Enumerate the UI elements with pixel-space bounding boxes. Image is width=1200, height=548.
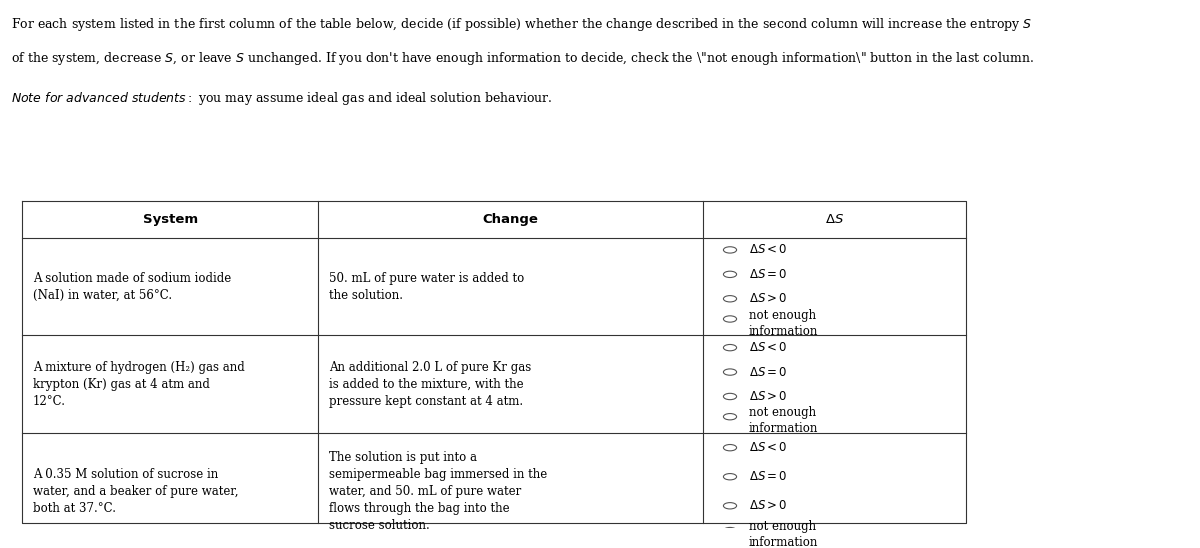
- Text: not enough
information: not enough information: [749, 309, 818, 338]
- Text: water, and a beaker of pure water,: water, and a beaker of pure water,: [32, 485, 239, 498]
- Text: $\Delta S > 0$: $\Delta S > 0$: [749, 292, 787, 305]
- Text: of the system, decrease $S$, or leave $S$ unchanged. If you don't have enough in: of the system, decrease $S$, or leave $S…: [11, 50, 1034, 67]
- Text: (NaI) in water, at 56°C.: (NaI) in water, at 56°C.: [32, 288, 172, 301]
- Text: $\Delta S = 0$: $\Delta S = 0$: [749, 366, 787, 379]
- Text: $\Delta S > 0$: $\Delta S > 0$: [749, 499, 787, 512]
- Text: $\Delta S < 0$: $\Delta S < 0$: [749, 243, 787, 256]
- Text: $\Delta S > 0$: $\Delta S > 0$: [749, 390, 787, 403]
- Text: System: System: [143, 213, 198, 226]
- Text: $\Delta S < 0$: $\Delta S < 0$: [749, 441, 787, 454]
- Text: is added to the mixture, with the: is added to the mixture, with the: [329, 378, 524, 391]
- Text: the solution.: the solution.: [329, 288, 403, 301]
- Text: $\Delta S = 0$: $\Delta S = 0$: [749, 470, 787, 483]
- Text: $\Delta S = 0$: $\Delta S = 0$: [749, 268, 787, 281]
- Text: An additional 2.0 L of pure Kr gas: An additional 2.0 L of pure Kr gas: [329, 361, 532, 374]
- Text: not enough
information: not enough information: [749, 407, 818, 436]
- Text: A solution made of sodium iodide: A solution made of sodium iodide: [32, 272, 232, 284]
- Text: For each system listed in the first column of the table below, decide (if possib: For each system listed in the first colu…: [11, 16, 1032, 33]
- Text: Change: Change: [482, 213, 539, 226]
- Text: not enough
information: not enough information: [749, 521, 818, 548]
- Text: water, and 50. mL of pure water: water, and 50. mL of pure water: [329, 485, 522, 498]
- Text: 12°C.: 12°C.: [32, 395, 66, 408]
- Text: A 0.35 M solution of sucrose in: A 0.35 M solution of sucrose in: [32, 468, 218, 481]
- Text: sucrose solution.: sucrose solution.: [329, 518, 430, 532]
- Text: krypton (Kr) gas at 4 atm and: krypton (Kr) gas at 4 atm and: [32, 378, 210, 391]
- Text: The solution is put into a: The solution is put into a: [329, 451, 478, 464]
- Text: flows through the bag into the: flows through the bag into the: [329, 501, 510, 515]
- Text: pressure kept constant at 4 atm.: pressure kept constant at 4 atm.: [329, 395, 523, 408]
- Text: semipermeable bag immersed in the: semipermeable bag immersed in the: [329, 468, 547, 481]
- Text: $\Delta S < 0$: $\Delta S < 0$: [749, 341, 787, 354]
- Text: $\Delta S$: $\Delta S$: [824, 213, 844, 226]
- Text: 50. mL of pure water is added to: 50. mL of pure water is added to: [329, 272, 524, 284]
- Text: A mixture of hydrogen (H₂) gas and: A mixture of hydrogen (H₂) gas and: [32, 361, 245, 374]
- Text: both at 37.°C.: both at 37.°C.: [32, 501, 116, 515]
- Text: $\it{Note\ for\ advanced\ students:}$ you may assume ideal gas and ideal solutio: $\it{Note\ for\ advanced\ students:}$ yo…: [11, 90, 553, 107]
